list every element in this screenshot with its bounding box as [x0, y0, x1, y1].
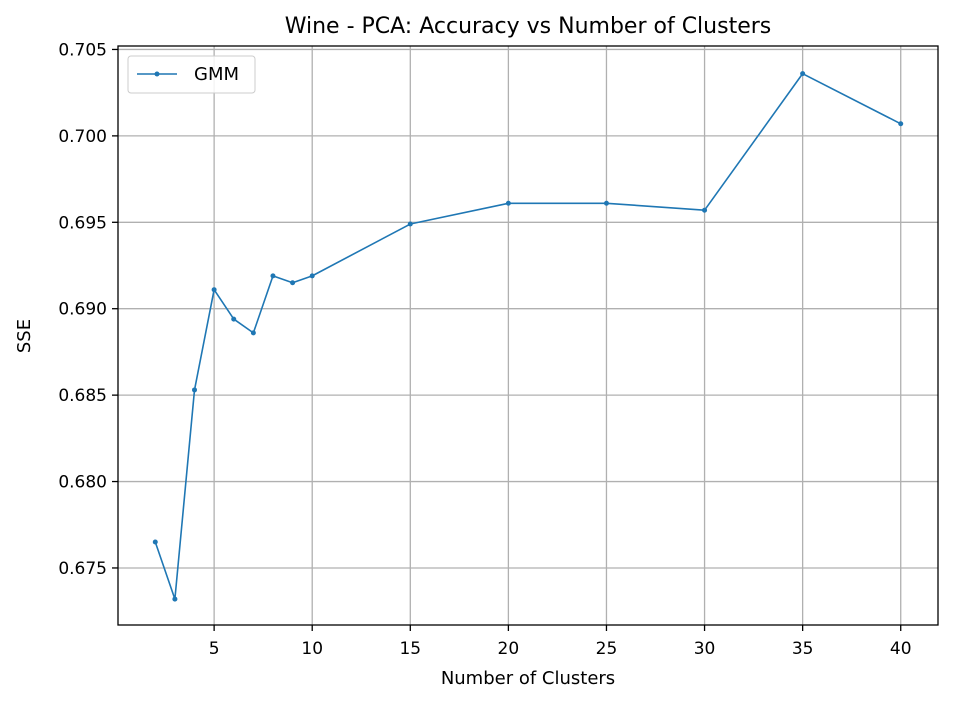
y-tick-label: 0.690	[58, 300, 107, 320]
data-point	[603, 200, 609, 206]
series-layer	[152, 71, 904, 602]
legend-box	[127, 55, 256, 94]
data-point	[172, 596, 178, 602]
x-axis-label: Number of Clusters	[441, 668, 615, 689]
x-tick-label: 25	[596, 639, 618, 659]
y-axis: 0.675 0.680 0.685 0.690 0.695 0.700 0.705	[58, 40, 118, 579]
data-point	[231, 316, 237, 322]
y-tick-label: 0.705	[58, 40, 107, 60]
x-tick-label: 35	[792, 639, 814, 659]
x-tick-label: 15	[399, 639, 421, 659]
chart-title: Wine - PCA: Accuracy vs Number of Cluste…	[285, 14, 772, 39]
data-point	[309, 273, 315, 279]
x-axis: 5 10 15 20 25 30 35 40	[209, 625, 912, 659]
data-point	[290, 280, 296, 286]
data-point	[270, 273, 276, 279]
y-tick-label: 0.685	[58, 386, 107, 406]
data-point	[505, 200, 511, 206]
plot-area-background	[118, 46, 938, 625]
data-point	[152, 539, 158, 545]
data-point	[192, 387, 198, 393]
data-point	[211, 287, 217, 293]
legend-marker-gmm	[154, 71, 160, 77]
x-tick-label: 30	[694, 639, 716, 659]
y-tick-label: 0.680	[58, 473, 107, 493]
y-axis-label: SSE	[14, 319, 35, 353]
grid-lines	[118, 46, 938, 625]
y-tick-label: 0.695	[58, 213, 107, 233]
plot-frame	[117, 45, 939, 626]
data-point	[800, 71, 806, 77]
legend: GMM	[127, 55, 256, 94]
data-point	[898, 121, 904, 127]
data-point	[407, 221, 413, 227]
y-tick-label: 0.700	[58, 127, 107, 147]
x-tick-label: 10	[301, 639, 323, 659]
y-tick-label: 0.675	[58, 559, 107, 579]
legend-label-gmm: GMM	[194, 64, 239, 85]
x-tick-label: 5	[209, 639, 220, 659]
data-point	[702, 207, 708, 213]
data-point	[250, 330, 256, 336]
x-tick-label: 20	[498, 639, 520, 659]
x-tick-label: 40	[890, 639, 912, 659]
